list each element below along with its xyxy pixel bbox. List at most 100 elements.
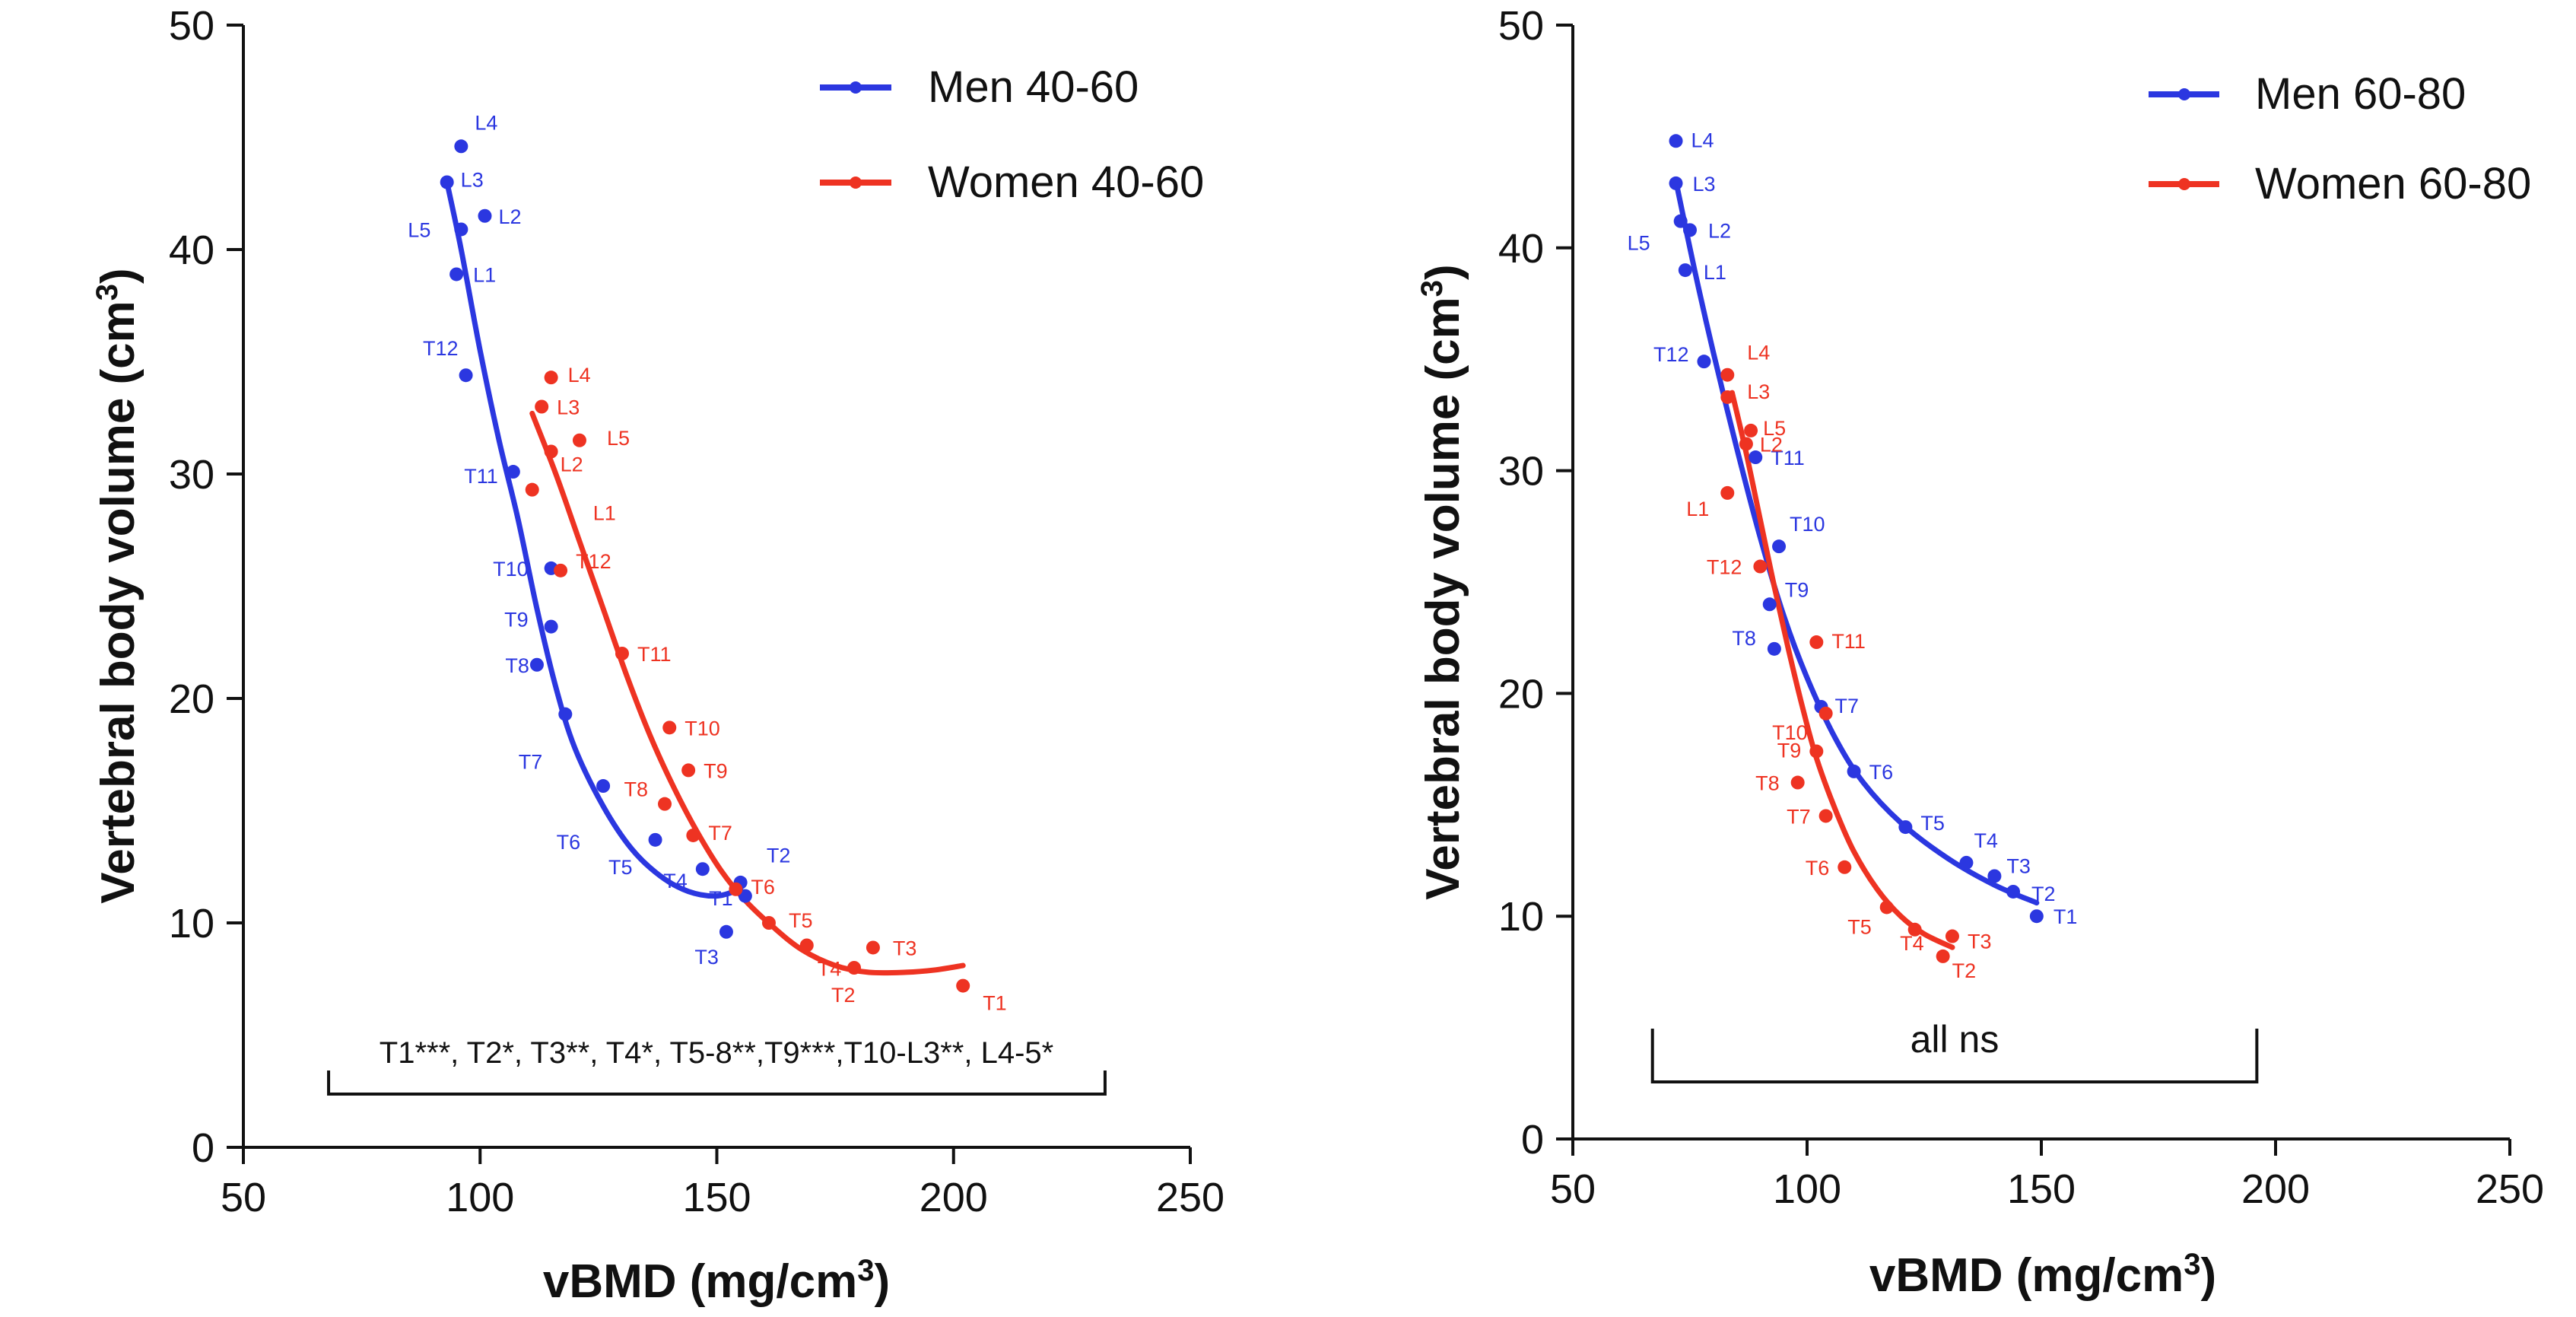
point-label-L3: L3 (1747, 380, 1770, 403)
data-point-T1 (2029, 909, 2044, 924)
data-point-T6 (1847, 764, 1861, 778)
bracket-line (327, 1070, 1107, 1096)
legend-marker-women (850, 177, 862, 189)
point-label-T5: T5 (789, 909, 813, 932)
y-tick-label: 50 (169, 3, 214, 49)
point-label-L4: L4 (1691, 129, 1714, 151)
point-label-L5: L5 (408, 218, 430, 241)
point-label-L5: L5 (1763, 417, 1786, 440)
x-axis-title: vBMD (mg/cm3) (543, 1254, 890, 1308)
point-label-T11: T11 (464, 465, 498, 488)
legend-label-men: Men 60-80 (2255, 69, 2466, 119)
data-point-T4 (799, 938, 814, 953)
legend-marker-men (2178, 88, 2190, 100)
point-label-T2: T2 (831, 984, 856, 1007)
point-label-L4: L4 (1747, 342, 1770, 364)
data-point-L2 (478, 208, 492, 223)
data-point-T2 (738, 889, 752, 903)
data-point-T5 (1898, 820, 1913, 835)
fit-curve-men (444, 180, 744, 899)
data-point-T4 (1907, 922, 1922, 937)
data-point-L1 (1720, 485, 1735, 500)
y-tick-label: 0 (1521, 1117, 1544, 1163)
fit-curve-men (1673, 178, 2040, 906)
data-point-T8 (1790, 775, 1805, 790)
point-label-T1: T1 (983, 992, 1007, 1015)
data-point-T2 (2006, 884, 2021, 899)
data-point-T11 (1809, 635, 1824, 650)
point-label-T5: T5 (1847, 915, 1872, 938)
point-label-T4: T4 (663, 870, 688, 892)
fit-curves (444, 180, 966, 976)
data-point-L3 (440, 175, 454, 189)
point-label-T11: T11 (1831, 630, 1866, 653)
data-point-L3 (1720, 390, 1735, 404)
data-point-L4 (454, 139, 469, 154)
point-label-T11: T11 (1771, 447, 1805, 469)
x-tick-label: 100 (1773, 1166, 1841, 1212)
data-point-T4 (695, 862, 710, 876)
data-point-L5 (1744, 423, 1758, 437)
point-label-L2: L2 (561, 453, 583, 476)
bracket-line (1650, 1029, 2259, 1083)
x-tick-label: 150 (2007, 1166, 2076, 1212)
data-point-L5 (1673, 214, 1688, 228)
x-tick-label: 200 (2241, 1166, 2310, 1212)
data-point-T3 (1987, 869, 2002, 883)
point-label-T12: T12 (1707, 556, 1742, 579)
point-label-T10: T10 (493, 558, 529, 581)
bracket-text: all ns (1911, 1018, 1999, 1061)
point-label-T2: T2 (1952, 959, 1977, 982)
data-point-T3 (866, 940, 880, 955)
significance-bracket: T1***, T2*, T3**, T4*, T5-8**,T9***,T10-… (327, 1036, 1107, 1096)
y-tick-label: 40 (169, 227, 214, 273)
data-point-T12 (459, 368, 473, 383)
point-label-T9: T9 (1785, 578, 1809, 601)
point-label-T6: T6 (751, 876, 775, 899)
point-label-T9: T9 (1777, 740, 1802, 762)
point-label-L4: L4 (475, 111, 497, 134)
data-point-T10 (662, 721, 677, 735)
legend: Men 40-60 Women 40-60 (820, 62, 1204, 207)
point-label-T2: T2 (767, 845, 791, 867)
fit-curve-women (1729, 390, 1955, 950)
data-point-L3 (535, 399, 549, 414)
y-tick-label: 20 (169, 676, 214, 722)
data-point-T12 (1697, 355, 1711, 369)
point-label-T12: T12 (1653, 343, 1689, 366)
point-label-T11: T11 (637, 643, 672, 666)
data-point-T7 (558, 707, 573, 721)
data-point-L3 (1669, 176, 1683, 190)
point-label-T12: T12 (423, 337, 459, 360)
significance-bracket: all ns (1650, 1018, 2259, 1083)
data-point-T1 (956, 978, 970, 993)
y-axis-title: Vertebral body volume (cm3) (1415, 264, 1469, 899)
legend-marker-men (850, 81, 862, 94)
point-label-T10: T10 (1790, 513, 1825, 536)
point-label-T4: T4 (818, 958, 842, 981)
point-label-T9: T9 (504, 609, 529, 631)
data-point-T12 (1753, 559, 1768, 574)
point-labels: L4 L3 L2 L5 L1 T12 T11 T10 T9 T8 T7 T6 T5 T4 T2 T1 T3 L4 L… (408, 111, 1006, 1014)
point-label-L1: L1 (1704, 261, 1726, 284)
point-label-T3: T3 (694, 946, 719, 969)
point-label-L1: L1 (1686, 498, 1709, 520)
data-point-L1 (1678, 263, 1692, 278)
legend-label-women: Women 40-60 (928, 157, 1204, 207)
point-label-T5: T5 (1920, 812, 1945, 835)
point-label-T8: T8 (1755, 772, 1780, 795)
point-label-T8: T8 (505, 654, 529, 677)
point-label-T4: T4 (1974, 829, 1998, 852)
data-point-T6 (729, 882, 743, 896)
y-tick-label: 30 (1498, 449, 1544, 495)
bracket-text: T1***, T2*, T3**, T4*, T5-8**,T9***,T10-… (380, 1036, 1053, 1070)
data-point-L2 (544, 444, 558, 459)
data-point-L4 (544, 371, 558, 385)
data-point-T5 (648, 832, 662, 847)
ticks: 50 100 150 200 250 0 10 20 30 40 50 (1498, 3, 2544, 1212)
chart-men-women-40-60: 50 100 150 200 250 0 10 20 30 40 50 L4 L3 L2 L5 L1 T12 T… (91, 3, 1224, 1308)
point-label-T3: T3 (2006, 854, 2031, 877)
data-point-T8 (529, 657, 544, 672)
point-label-L2: L2 (498, 205, 521, 228)
point-label-T7: T7 (519, 751, 543, 774)
